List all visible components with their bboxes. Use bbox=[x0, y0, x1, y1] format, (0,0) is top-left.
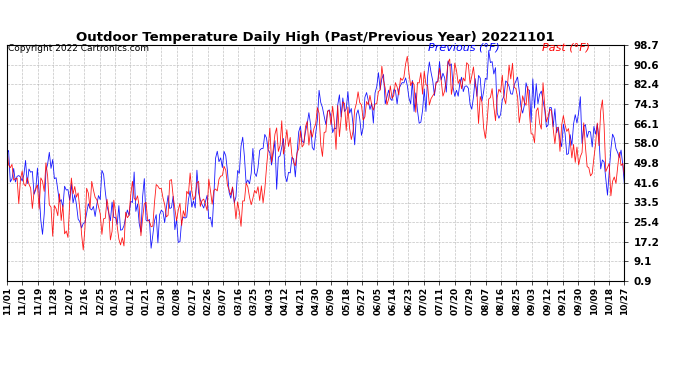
Text: Past (°F): Past (°F) bbox=[542, 43, 590, 52]
Text: Previous (°F): Previous (°F) bbox=[428, 43, 500, 52]
Text: Copyright 2022 Cartronics.com: Copyright 2022 Cartronics.com bbox=[8, 44, 149, 52]
Title: Outdoor Temperature Daily High (Past/Previous Year) 20221101: Outdoor Temperature Daily High (Past/Pre… bbox=[77, 31, 555, 44]
